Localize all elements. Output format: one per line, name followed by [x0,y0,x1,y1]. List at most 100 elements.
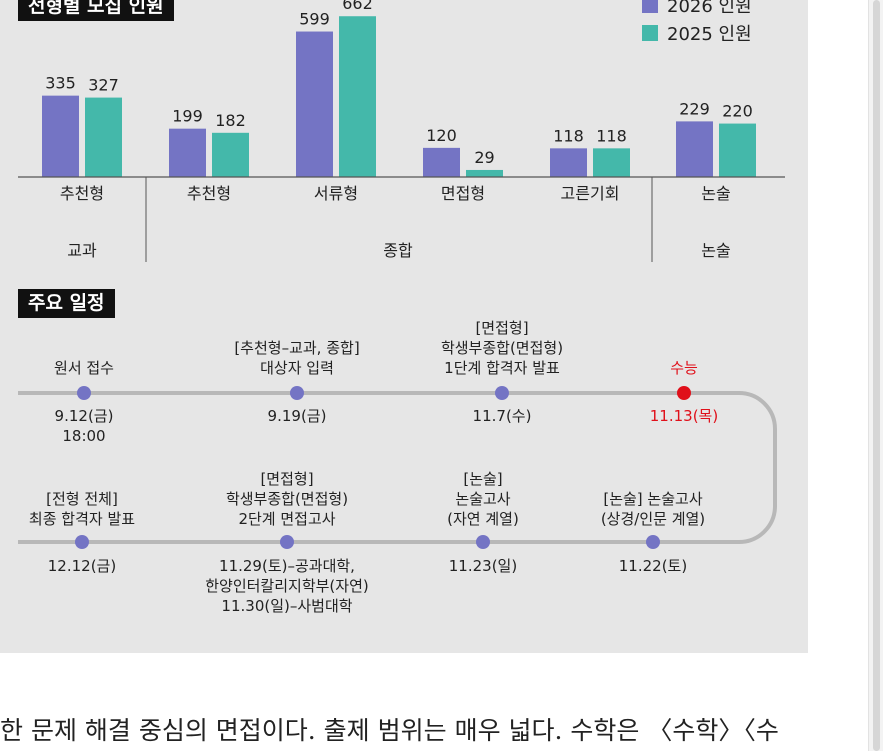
timeline-dot [495,386,509,400]
scrollbar-thumb[interactable] [873,0,880,751]
x-tick-label: 추천형 [60,184,104,203]
bar-2025-3 [466,169,503,177]
event-date: 11.29(토)–공과대학, 한양인터칼리지학부(자연) 11.30(일)–사범대학 [167,556,407,616]
event-label: [전형 전체] 최종 합격자 발표 [0,489,202,529]
bar-2025-0 [85,97,122,177]
data-label: 29 [474,148,494,167]
event-date-line: 11.7(수) [472,407,532,425]
event-date: 11.7(수) [382,406,622,426]
bar-2025-2 [339,16,376,177]
event-date-line: 11.13(목) [649,407,719,425]
event-label: [면접형] 학생부종합(면접형) 2단계 면접고사 [167,469,407,529]
event-label-line: 학생부종합(면접형) [440,339,564,357]
infographic-panel: 전형별 모집 인원 2026 인원 2025 인원 335 199 599 120 11… [0,0,808,653]
bar-2026-3 [423,147,460,177]
event-date: 11.22(토) [533,556,773,576]
event-date-line: 11.23(일) [448,557,518,575]
event-date: 11.23(일) [363,556,603,576]
legend-item-2026: 2026 인원 [642,0,752,18]
event-date: 9.12(금) 18:00 [0,406,204,446]
event-date: 11.13(목) [564,406,804,426]
x-tick-label: 면접형 [441,184,485,203]
event-label-line: 1단계 합격자 발표 [444,359,560,377]
event-date-line: 11.30(일)–사범대학 [221,597,353,615]
event-label-line: 학생부종합(면접형) [225,490,349,508]
event-label: 원서 접수 [0,358,204,378]
x-tick-label: 서류형 [314,184,358,203]
bar-chart: 335 199 599 120 118 229 327 182 662 29 118 220 추천형 추천… [18,0,785,262]
event-label-line: [전형 전체] [46,490,118,508]
event-label-line: 최종 합격자 발표 [28,510,136,528]
event-label-line: [논술] 논술고사 [603,490,703,508]
legend-label-2025: 2025 인원 [667,24,752,45]
data-label: 220 [722,102,753,121]
event-label-line: 원서 접수 [54,359,114,377]
event-label: [추천형–교과, 종합] 대상자 입력 [177,338,417,378]
event-label-line: [면접형] [475,319,529,337]
data-label: 327 [88,76,119,95]
legend-swatch-2026 [642,0,658,13]
data-label: 120 [426,126,457,145]
legend-swatch-2025 [642,25,658,41]
timeline-dot [75,535,89,549]
bar-2026-2 [296,31,333,178]
timeline-dot [677,386,691,400]
x-tick-label: 추천형 [187,184,231,203]
bar-2026-1 [169,128,206,177]
group-label: 논술 [701,241,730,260]
event-label-line: [면접형] [260,470,314,488]
event-date-line: 11.22(토) [618,557,688,575]
event-label: [논술] 논술고사 (상경/인문 계열) [533,489,773,529]
timeline-dot [646,535,660,549]
event-label-line: [추천형–교과, 종합] [234,339,360,357]
bar-2026-5 [676,121,713,177]
data-label: 118 [596,126,627,145]
legend-label-2026: 2026 인원 [667,0,752,17]
event-date-line: 11.29(토)–공과대학, [219,557,355,575]
data-label: 182 [215,111,246,130]
event-label-line: 대상자 입력 [260,359,334,377]
event-label: [면접형] 학생부종합(면접형) 1단계 합격자 발표 [382,318,622,378]
group-label: 종합 [383,241,413,260]
bar-2025-4 [593,148,630,177]
event-date-line: 12.12(금) [47,557,117,575]
event-label-line: (자연 계열) [447,510,519,528]
timeline-track [18,386,777,549]
event-label-line: 2단계 면접고사 [238,510,336,528]
chart-section-title: 전형별 모집 인원 [18,0,174,21]
x-tick-label: 논술 [701,184,730,203]
timeline-dot [77,386,91,400]
bar-2026-4 [550,148,587,177]
group-label: 교과 [67,241,97,260]
x-tick-label: 고른기회 [561,184,620,203]
event-label-line: (상경/인문 계열) [600,510,706,528]
event-label: 수능 [564,358,804,378]
event-label: [논술] 논술고사 (자연 계열) [363,469,603,529]
data-label: 335 [45,74,76,93]
schedule-section-title: 주요 일정 [18,289,115,318]
timeline-dot [290,386,304,400]
bar-2025-5 [719,123,756,177]
data-label: 199 [172,107,203,126]
data-label: 229 [679,99,710,118]
timeline-dot [280,535,294,549]
article-body-text: 한 문제 해결 중심의 면접이다. 출제 범위는 매우 넓다. 수학은 〈수학〉… [0,716,779,745]
legend-item-2025: 2025 인원 [642,20,752,46]
data-label: 118 [553,126,584,145]
event-date-line: 9.12(금) [54,407,114,425]
event-label-line: [논술] [463,470,503,488]
event-date-line: 18:00 [62,427,106,445]
data-label: 599 [299,10,330,29]
timeline-line [18,391,777,544]
bar-2026-0 [42,95,79,177]
event-date-line: 9.19(금) [267,407,327,425]
event-date: 12.12(금) [0,556,202,576]
event-date: 9.19(금) [177,406,417,426]
event-label-line: 논술고사 [455,490,511,508]
vertical-scrollbar[interactable] [868,0,883,751]
timeline-dot [476,535,490,549]
data-label: 662 [342,0,373,13]
bar-2025-1 [212,132,249,177]
event-date-line: 한양인터칼리지학부(자연) [205,577,369,595]
event-label-line: 수능 [670,359,698,377]
